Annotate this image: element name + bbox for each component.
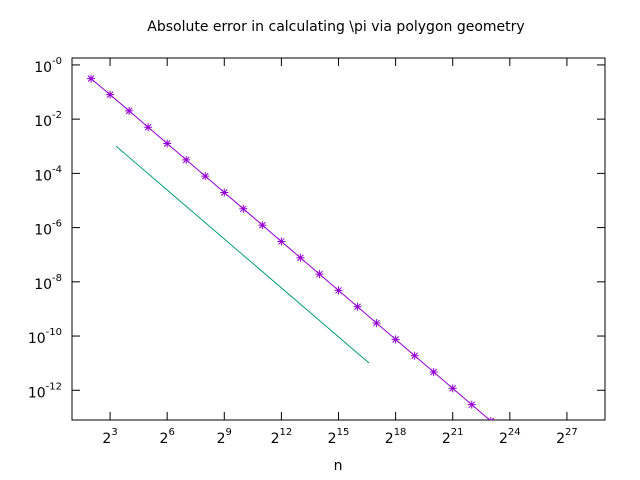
point-marker <box>106 90 115 99</box>
point-marker <box>296 253 305 262</box>
x-tick-label-base: 2 <box>271 431 280 447</box>
point-marker <box>334 286 343 295</box>
x-tick-label-exponent: 27 <box>565 427 578 438</box>
point-marker <box>391 335 400 344</box>
y-tick-label-exponent: -8 <box>52 273 62 284</box>
x-tick-label-exponent: 9 <box>226 427 232 438</box>
x-tick-label-exponent: 21 <box>451 427 464 438</box>
x-tick-label-base: 2 <box>556 431 565 447</box>
point-marker <box>410 351 419 360</box>
point-marker <box>87 74 96 83</box>
point-marker <box>429 368 438 377</box>
x-tick-label-base: 2 <box>217 431 226 447</box>
point-marker <box>220 188 229 197</box>
x-tick-label-base: 2 <box>499 431 508 447</box>
point-marker <box>182 155 191 164</box>
point-marker <box>201 172 210 181</box>
x-tick-label-exponent: 6 <box>168 427 174 438</box>
y-tick-label: 10-4 <box>34 164 62 184</box>
x-tick-label: 224 <box>499 427 521 447</box>
point-marker <box>125 106 134 115</box>
plot-area <box>87 74 495 420</box>
point-marker <box>315 270 324 279</box>
y-tick-label-base: 10 <box>34 168 52 184</box>
x-tick-label-base: 2 <box>328 431 337 447</box>
y-tick-label-base: 10 <box>34 60 52 76</box>
x-tick-label-exponent: 18 <box>394 427 407 438</box>
y-tick-label-base: 10 <box>34 114 52 130</box>
x-tick-label: 23 <box>102 427 117 447</box>
y-tick-label: 10-2 <box>34 110 62 130</box>
x-tick-label-base: 2 <box>442 431 451 447</box>
point-marker <box>487 417 495 420</box>
x-tick-label-base: 2 <box>160 431 169 447</box>
point-marker <box>467 400 476 409</box>
x-tick-label: 29 <box>217 427 232 447</box>
x-axis-label: n <box>334 458 343 474</box>
point-marker <box>258 221 267 230</box>
point-marker <box>372 319 381 328</box>
x-tick-label: 212 <box>271 427 293 447</box>
point-marker <box>353 302 362 311</box>
y-tick-label-exponent: -10 <box>46 327 62 338</box>
y-tick-label-base: 10 <box>28 331 46 347</box>
chart-title: Absolute error in calculating \pi via po… <box>147 19 524 35</box>
plot-frame <box>71 57 606 421</box>
y-tick-label: 10-10 <box>28 327 62 347</box>
x-tick-label-exponent: 3 <box>111 427 117 438</box>
y-tick-label-exponent: -0 <box>52 56 62 67</box>
y-tick-label-base: 10 <box>34 223 52 239</box>
point-marker <box>163 139 172 148</box>
x-tick-label: 221 <box>442 427 464 447</box>
y-tick-label-exponent: -4 <box>52 164 62 175</box>
x-tick-label: 215 <box>328 427 350 447</box>
series-line <box>90 78 491 420</box>
series-line <box>115 145 370 364</box>
y-tick-label-exponent: -6 <box>52 219 62 230</box>
point-marker <box>144 123 153 132</box>
y-tick-label-exponent: -2 <box>52 110 62 121</box>
y-tick-label-exponent: -12 <box>46 381 62 392</box>
point-marker <box>448 384 457 393</box>
y-tick-label-base: 10 <box>28 385 46 401</box>
y-tick-label: 10-12 <box>28 381 62 401</box>
x-tick-label: 218 <box>385 427 407 447</box>
y-tick-label: 10-8 <box>34 273 62 293</box>
point-marker <box>239 204 248 213</box>
x-tick-label-base: 2 <box>102 431 111 447</box>
y-tick-label-base: 10 <box>34 277 52 293</box>
y-tick-label: 10-6 <box>34 219 62 239</box>
point-marker <box>277 237 286 246</box>
x-tick-label-base: 2 <box>385 431 394 447</box>
x-tick-label: 227 <box>556 427 578 447</box>
x-tick-label-exponent: 24 <box>508 427 521 438</box>
x-tick-label-exponent: 12 <box>279 427 292 438</box>
x-tick-label: 26 <box>160 427 175 447</box>
y-tick-label: 10-0 <box>34 56 62 76</box>
x-tick-label-exponent: 15 <box>337 427 350 438</box>
